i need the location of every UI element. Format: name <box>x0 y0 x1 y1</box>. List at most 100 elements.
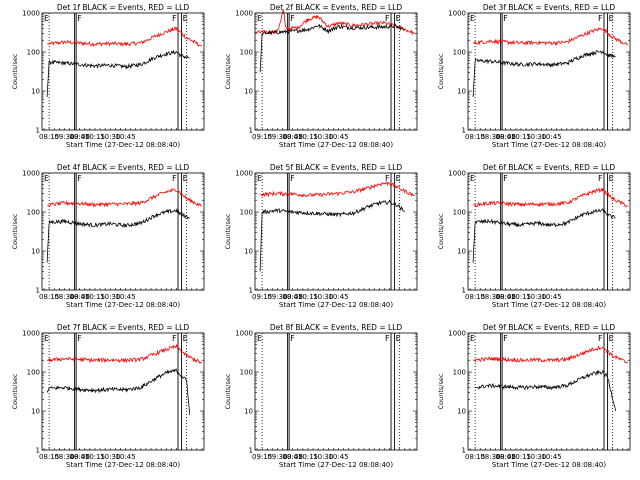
y-axis-label: Counts/sec <box>224 213 232 249</box>
y-tick-label: 10 <box>457 88 466 96</box>
x-tick-label: 09:30 <box>267 133 287 141</box>
y-tick-label: 1000 <box>448 10 466 18</box>
x-tick-label: 10:30 <box>313 133 333 141</box>
x-tick-label: 08:30 <box>480 133 500 141</box>
x-tick-label: 10:30 <box>526 453 546 461</box>
plot-frame <box>254 12 418 131</box>
flag-label: E <box>470 174 475 183</box>
x-tick-label: 08:15 <box>465 453 485 461</box>
y-tick-label: 10 <box>31 88 40 96</box>
x-tick-label: 10:15 <box>511 133 531 141</box>
y-axis-label: Counts/sec <box>11 213 19 249</box>
flag-label: F <box>598 174 603 183</box>
flag-label: E <box>609 334 614 343</box>
events-series-line <box>259 199 406 272</box>
x-tick-label: 10:30 <box>100 453 120 461</box>
lld-series-line <box>255 9 416 36</box>
flag-label: E <box>396 174 401 183</box>
flag-label: F <box>503 14 508 23</box>
flag-label: F <box>290 334 295 343</box>
x-tick-label: 08:30 <box>480 293 500 301</box>
y-axis-label: Counts/sec <box>437 53 445 89</box>
x-tick-label: 08:15 <box>39 293 59 301</box>
x-tick-label: 10:30 <box>526 293 546 301</box>
panel-title: Det 3f BLACK = Events, RED = LLD <box>483 3 616 12</box>
x-tick-label: 09:45 <box>283 293 303 301</box>
flag-label: E <box>609 174 614 183</box>
y-tick-label: 1000 <box>448 170 466 178</box>
panel-title: Det 1f BLACK = Events, RED = LLD <box>57 3 190 12</box>
x-axis-label: Start Time (27-Dec-12 08:08:40) <box>279 461 393 469</box>
panel-title: Det 2f BLACK = Events, RED = LLD <box>270 3 403 12</box>
plot-frame <box>467 172 631 291</box>
y-tick-label: 100 <box>27 49 40 57</box>
x-tick-label: 08:15 <box>39 453 59 461</box>
x-tick-label: 10:15 <box>298 133 318 141</box>
plot-frame <box>254 332 418 451</box>
plot-frame <box>41 12 205 131</box>
x-axis-label: Start Time (27-Dec-12 08:08:40) <box>492 141 606 149</box>
x-tick-label: 10:00 <box>283 293 303 301</box>
flag-label: E <box>470 334 475 343</box>
x-tick-label: 10:45 <box>328 453 348 461</box>
x-tick-label: 10:00 <box>283 453 303 461</box>
x-tick-label: 10:45 <box>541 293 561 301</box>
flag-label: F <box>598 14 603 23</box>
x-tick-label: 09:30 <box>267 293 287 301</box>
plot-frame <box>467 12 631 131</box>
x-tick-label: 09:30 <box>54 133 74 141</box>
x-tick-label: 08:15 <box>465 133 485 141</box>
x-tick-label: 10:15 <box>298 293 318 301</box>
plot-frame <box>254 172 418 291</box>
plot-frame <box>41 332 205 451</box>
y-axis-label: Counts/sec <box>437 213 445 249</box>
x-tick-label: 10:45 <box>115 293 135 301</box>
x-tick-label: 09:45 <box>283 453 303 461</box>
x-tick-label: 09:30 <box>267 453 287 461</box>
x-tick-label: 09:15 <box>252 133 272 141</box>
flag-label: E <box>183 334 188 343</box>
y-tick-label: 100 <box>240 209 253 217</box>
events-series-line <box>46 368 191 415</box>
x-tick-label: 08:45 <box>70 293 90 301</box>
y-tick-label: 1 <box>249 287 253 295</box>
flag-label: F <box>290 174 295 183</box>
x-tick-label: 10:30 <box>100 293 120 301</box>
y-tick-label: 1 <box>249 447 253 455</box>
x-axis-label: Start Time (27-Dec-12 08:08:40) <box>279 141 393 149</box>
flag-label: F <box>385 334 390 343</box>
x-tick-label: 10:15 <box>298 453 318 461</box>
lld-series-line <box>473 187 629 208</box>
events-series-line <box>472 208 616 263</box>
flag-label: E <box>257 174 262 183</box>
lld-series-line <box>473 345 629 364</box>
y-tick-label: 100 <box>453 369 466 377</box>
y-tick-label: 1 <box>36 447 40 455</box>
lld-series-line <box>473 27 629 47</box>
flag-label: E <box>396 14 401 23</box>
panel-title: Det 4f BLACK = Events, RED = LLD <box>57 163 190 172</box>
y-tick-label: 10 <box>244 248 253 256</box>
y-tick-label: 1000 <box>22 330 40 338</box>
y-tick-label: 1000 <box>22 10 40 18</box>
x-tick-label: 08:45 <box>496 453 516 461</box>
y-axis-label: Counts/sec <box>437 373 445 409</box>
flag-label: F <box>77 14 82 23</box>
flag-label: E <box>609 14 614 23</box>
flag-label: F <box>77 334 82 343</box>
y-axis-label: Counts/sec <box>224 373 232 409</box>
x-tick-label: 10:00 <box>70 293 90 301</box>
flag-label: E <box>183 14 188 23</box>
x-tick-label: 10:45 <box>115 133 135 141</box>
x-tick-label: 10:45 <box>115 453 135 461</box>
y-tick-label: 1000 <box>235 170 253 178</box>
y-tick-label: 100 <box>453 209 466 217</box>
x-tick-label: 10:30 <box>526 133 546 141</box>
x-tick-label: 08:30 <box>54 293 74 301</box>
